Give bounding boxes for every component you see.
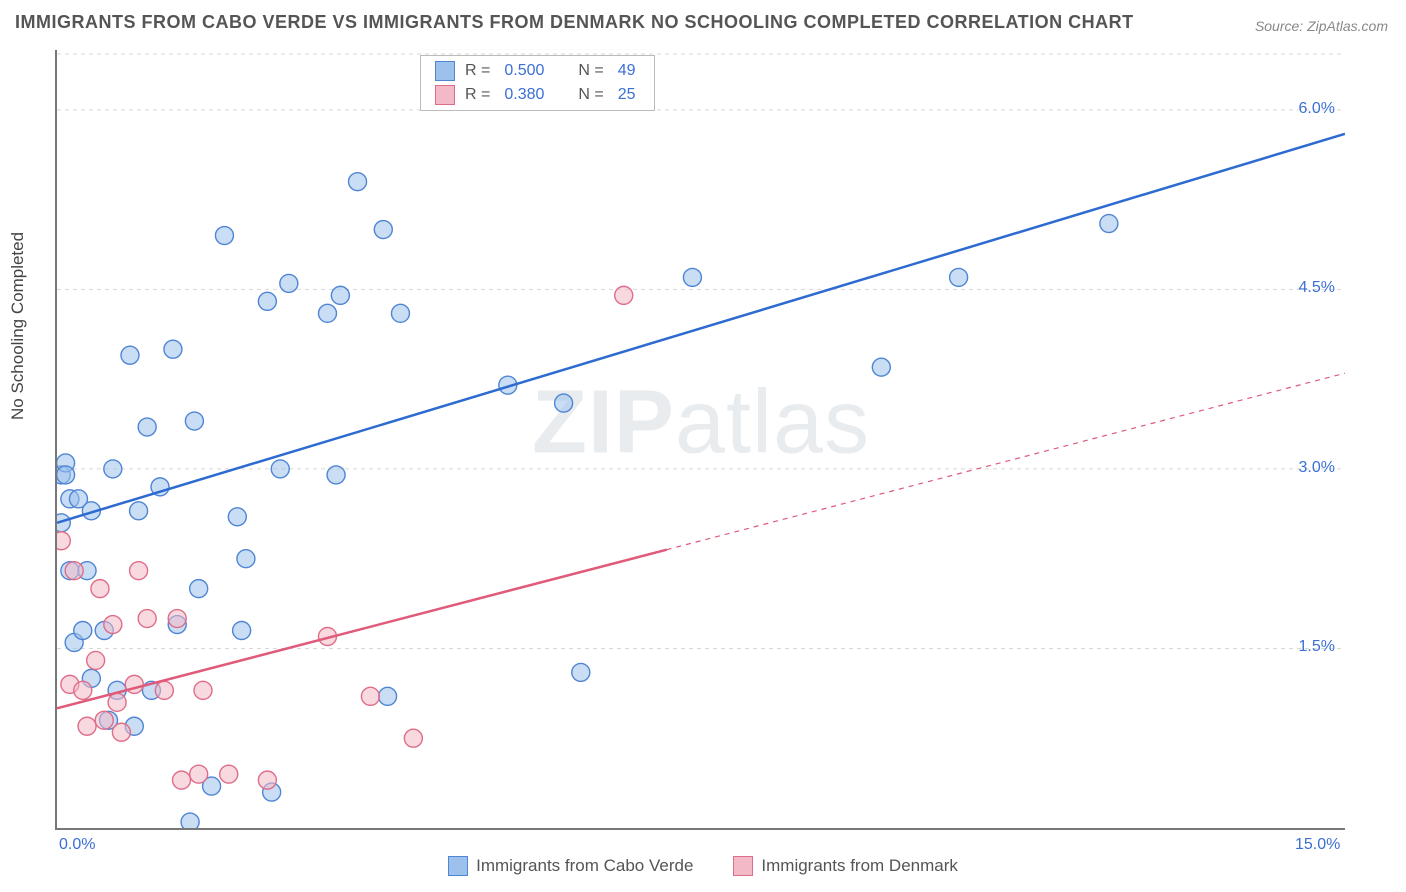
chart-svg (57, 50, 1345, 828)
legend-stats-row-2: R = 0.380 N = 25 (421, 83, 654, 107)
r-label: R = (465, 86, 490, 104)
r-value-1: 0.500 (504, 62, 544, 80)
n-value-1: 49 (618, 62, 636, 80)
swatch-series-1 (435, 61, 455, 81)
r-value-2: 0.380 (504, 86, 544, 104)
swatch-series-1 (448, 856, 468, 876)
chart-container: IMMIGRANTS FROM CABO VERDE VS IMMIGRANTS… (0, 0, 1406, 892)
legend-series: Immigrants from Cabo Verde Immigrants fr… (0, 856, 1406, 876)
y-tick-label: 3.0% (1280, 459, 1335, 477)
n-label: N = (578, 86, 603, 104)
r-label: R = (465, 62, 490, 80)
legend-item-2: Immigrants from Denmark (733, 856, 957, 876)
y-tick-label: 6.0% (1280, 100, 1335, 118)
swatch-series-2 (435, 85, 455, 105)
y-tick-label: 1.5% (1280, 638, 1335, 656)
swatch-series-2 (733, 856, 753, 876)
chart-title: IMMIGRANTS FROM CABO VERDE VS IMMIGRANTS… (15, 12, 1134, 33)
n-label: N = (578, 62, 603, 80)
x-tick-label: 0.0% (59, 836, 95, 854)
legend-label-1: Immigrants from Cabo Verde (476, 856, 693, 876)
y-tick-label: 4.5% (1280, 279, 1335, 297)
legend-item-1: Immigrants from Cabo Verde (448, 856, 693, 876)
legend-stats-row-1: R = 0.500 N = 49 (421, 59, 654, 83)
x-tick-label: 15.0% (1295, 836, 1340, 854)
legend-label-2: Immigrants from Denmark (761, 856, 957, 876)
legend-stats: R = 0.500 N = 49 R = 0.380 N = 25 (420, 55, 655, 111)
y-axis-label: No Schooling Completed (8, 232, 28, 420)
n-value-2: 25 (618, 86, 636, 104)
plot-area: ZIPatlas 1.5%3.0%4.5%6.0%0.0%15.0% (55, 50, 1345, 830)
source-label: Source: ZipAtlas.com (1255, 18, 1388, 34)
